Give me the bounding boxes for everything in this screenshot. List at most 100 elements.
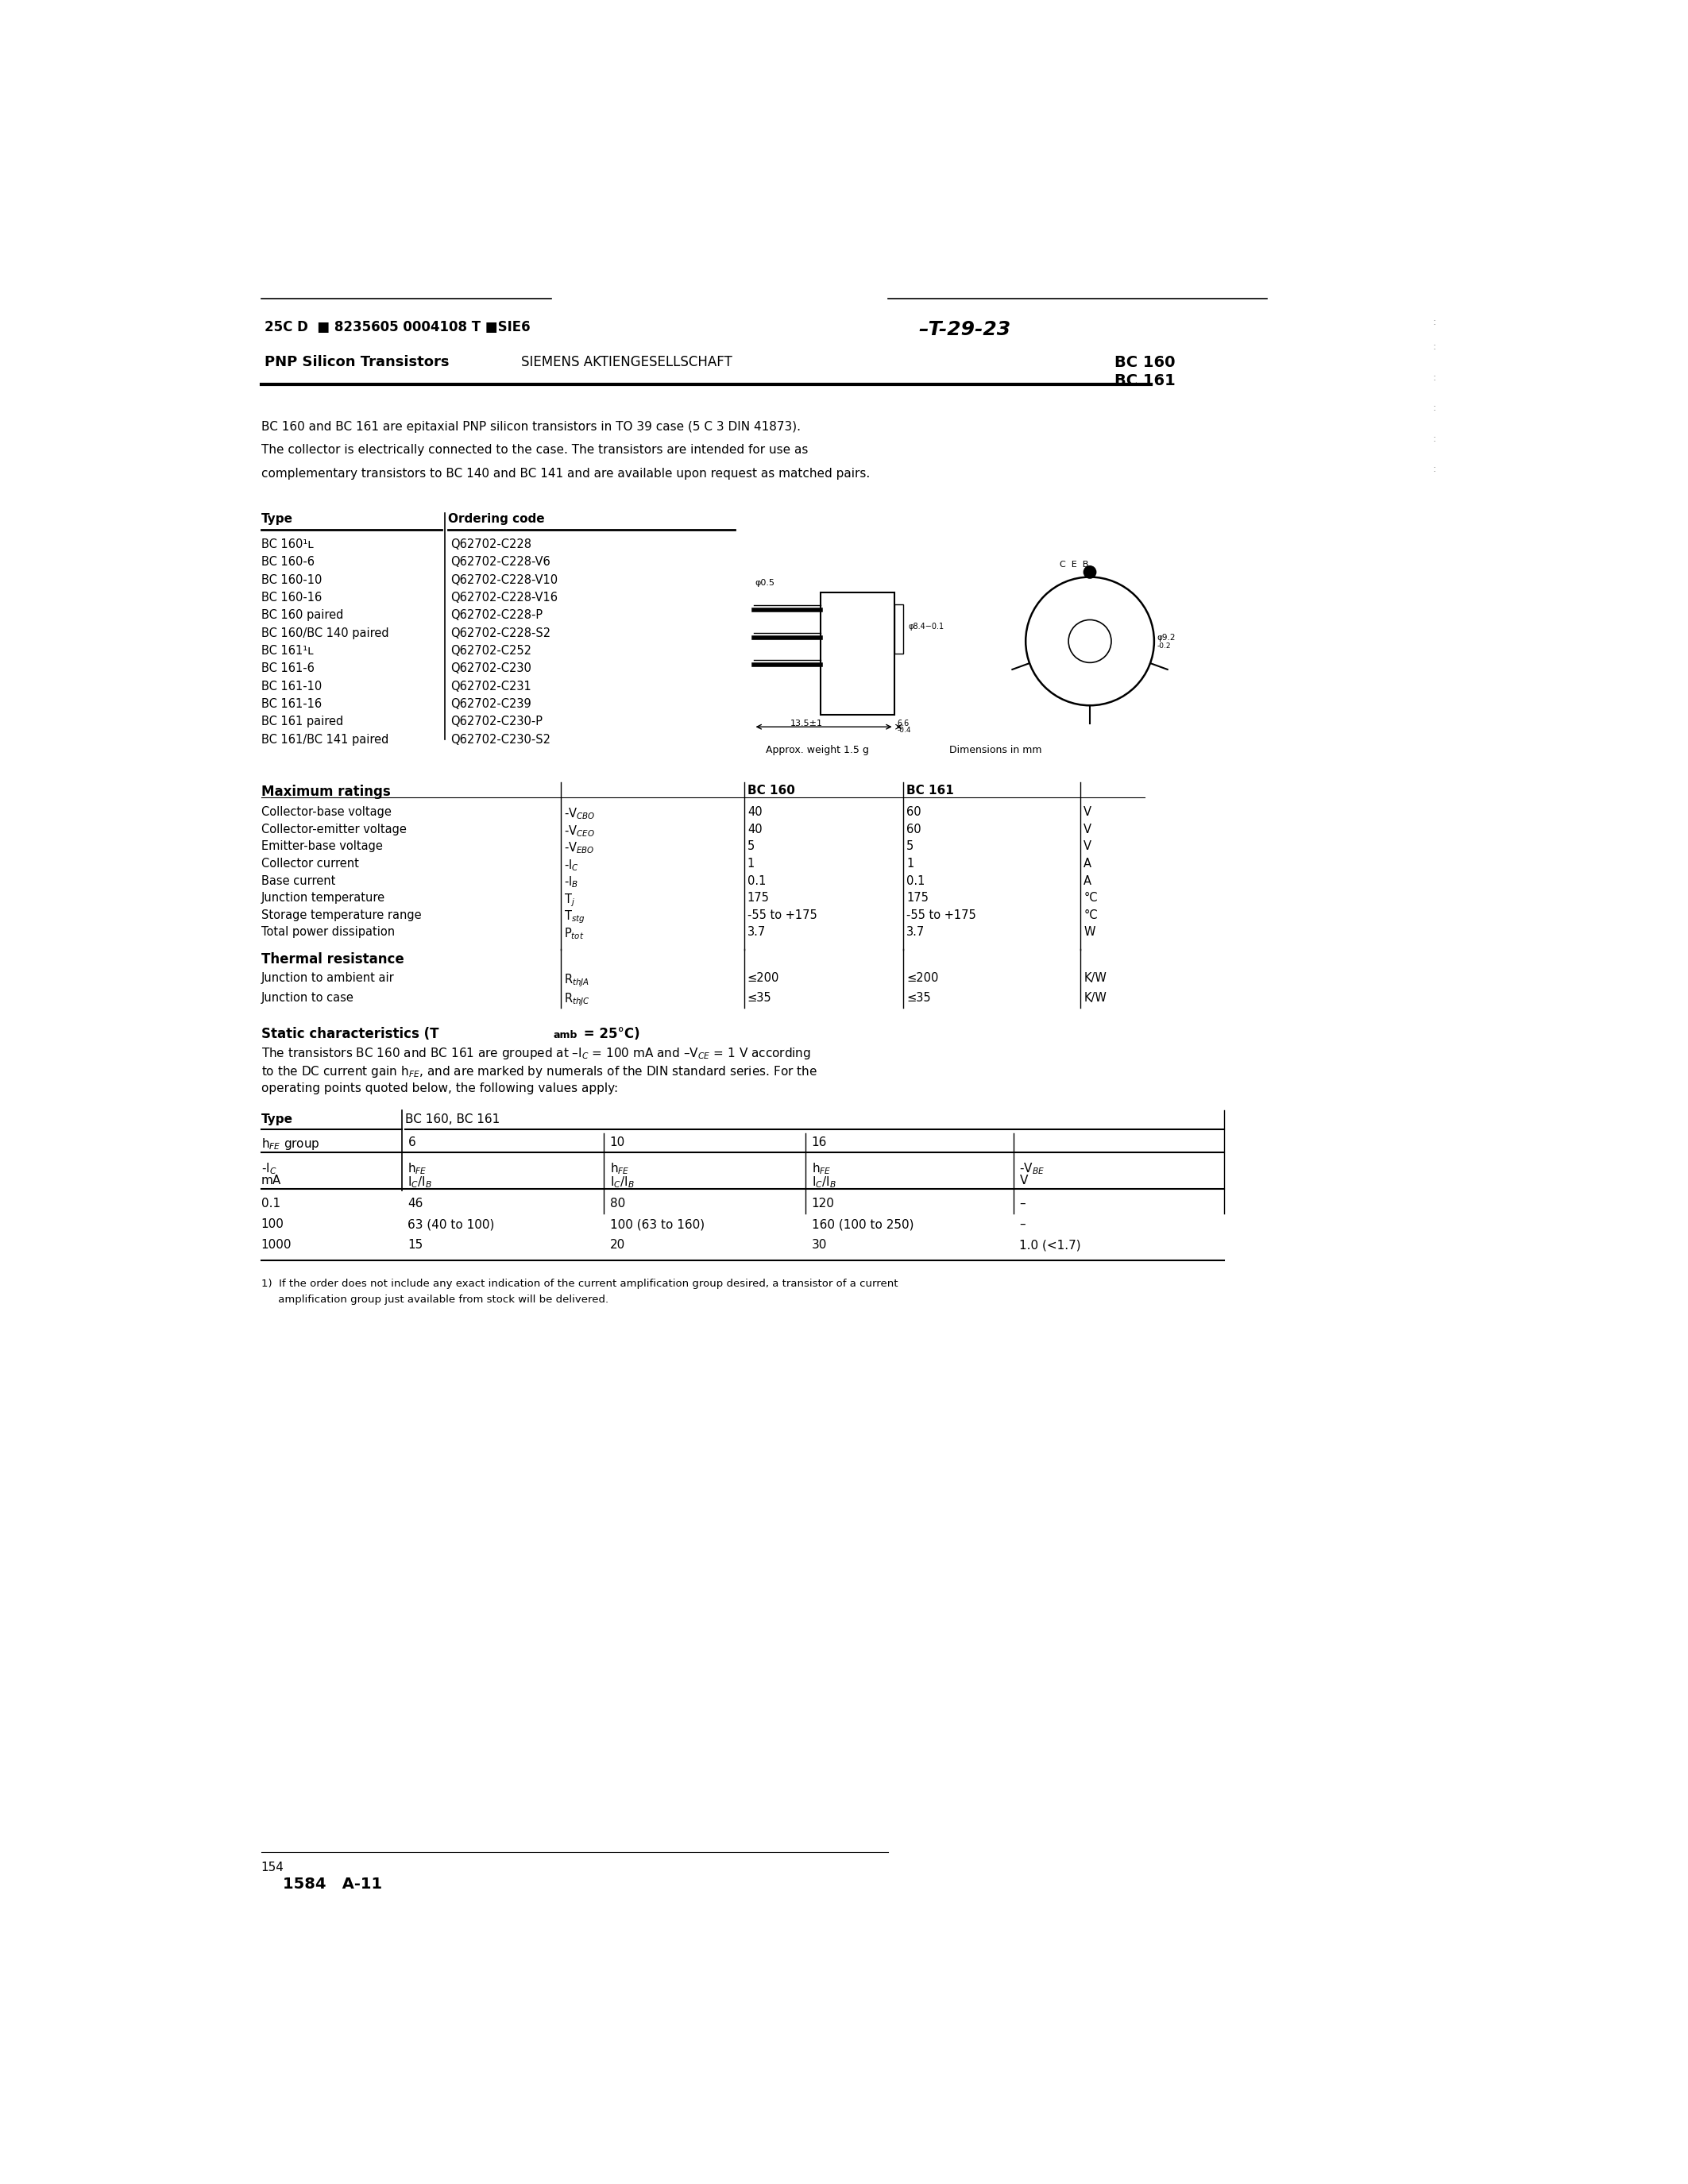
Text: –: – (1020, 1197, 1026, 1210)
Text: BC 161: BC 161 (1114, 373, 1175, 389)
Bar (895, 605, 903, 653)
Text: 154: 154 (262, 1861, 284, 1874)
Text: Thermal resistance: Thermal resistance (262, 952, 403, 968)
Text: BC 160 paired: BC 160 paired (262, 609, 343, 620)
Text: complementary transistors to BC 140 and BC 141 and are available upon request as: complementary transistors to BC 140 and … (262, 467, 869, 480)
Text: h$_{FE}$ group: h$_{FE}$ group (262, 1136, 319, 1151)
Text: :: : (1433, 463, 1436, 474)
Text: :: : (1433, 432, 1436, 443)
Text: BC 161: BC 161 (906, 784, 954, 797)
Text: BC 161¹ʟ: BC 161¹ʟ (262, 644, 314, 657)
Text: 60: 60 (906, 823, 922, 834)
Text: BC 161-6: BC 161-6 (262, 662, 314, 675)
Text: 1: 1 (748, 858, 755, 869)
Text: :: : (1433, 402, 1436, 413)
Text: Q62702-C228: Q62702-C228 (451, 539, 532, 550)
Text: :: : (1433, 317, 1436, 328)
Text: Dimensions in mm: Dimensions in mm (949, 745, 1041, 756)
Text: -I$_C$: -I$_C$ (564, 858, 579, 874)
Text: 40: 40 (748, 823, 763, 834)
Text: h$_{FE}$: h$_{FE}$ (408, 1162, 427, 1175)
Text: 3.7: 3.7 (906, 926, 925, 939)
Text: 60: 60 (906, 806, 922, 819)
Text: BC 161-10: BC 161-10 (262, 681, 322, 692)
Text: BC 161/BC 141 paired: BC 161/BC 141 paired (262, 734, 388, 745)
Text: Approx. weight 1.5 g: Approx. weight 1.5 g (766, 745, 869, 756)
Text: I$_C$/I$_B$: I$_C$/I$_B$ (812, 1175, 836, 1190)
Text: 13.5±1: 13.5±1 (790, 719, 822, 727)
Text: h$_{FE}$: h$_{FE}$ (609, 1162, 630, 1175)
Text: °C: °C (1084, 891, 1097, 904)
Text: PNP Silicon Transistors: PNP Silicon Transistors (263, 356, 449, 369)
Text: I$_C$/I$_B$: I$_C$/I$_B$ (408, 1175, 432, 1190)
Text: -0.2: -0.2 (1158, 642, 1171, 649)
Text: Q62702-C252: Q62702-C252 (451, 644, 532, 657)
Text: BC 160/BC 140 paired: BC 160/BC 140 paired (262, 627, 388, 640)
Text: h$_{FE}$: h$_{FE}$ (812, 1162, 830, 1175)
Text: 3.7: 3.7 (748, 926, 766, 939)
Text: BC 160-16: BC 160-16 (262, 592, 322, 603)
Text: Q62702-C239: Q62702-C239 (451, 699, 532, 710)
Text: ≤200: ≤200 (906, 972, 939, 985)
Text: Q62702-C230: Q62702-C230 (451, 662, 532, 675)
Text: BC 161 paired: BC 161 paired (262, 716, 343, 727)
Text: Q62702-C230-P: Q62702-C230-P (451, 716, 544, 727)
Text: 1.0 (<1.7): 1.0 (<1.7) (1020, 1238, 1082, 1251)
Text: BC 160-6: BC 160-6 (262, 557, 314, 568)
Text: Collector-base voltage: Collector-base voltage (262, 806, 392, 819)
Text: 10: 10 (609, 1136, 625, 1149)
Text: W: W (1084, 926, 1096, 939)
Text: :: : (1433, 371, 1436, 382)
Text: = 25°C): = 25°C) (579, 1026, 640, 1042)
Text: BC 160¹ʟ: BC 160¹ʟ (262, 539, 314, 550)
Text: A: A (1084, 858, 1092, 869)
Bar (820, 592, 895, 714)
Text: BC 161-16: BC 161-16 (262, 699, 321, 710)
Text: C  E  B: C E B (1060, 561, 1089, 568)
Text: 160 (100 to 250): 160 (100 to 250) (812, 1219, 913, 1230)
Text: 1)  If the order does not include any exact indication of the current amplificat: 1) If the order does not include any exa… (262, 1278, 898, 1289)
Text: 30: 30 (812, 1238, 827, 1251)
Text: 0.1: 0.1 (262, 1197, 280, 1210)
Text: Maximum ratings: Maximum ratings (262, 784, 390, 799)
Text: Q62702-C228-P: Q62702-C228-P (451, 609, 544, 620)
Text: Junction temperature: Junction temperature (262, 891, 385, 904)
Text: V: V (1084, 823, 1092, 834)
Text: -V$_{EBO}$: -V$_{EBO}$ (564, 841, 594, 856)
Text: BC 160: BC 160 (748, 784, 795, 797)
Text: -55 to +175: -55 to +175 (748, 909, 817, 922)
Text: The collector is electrically connected to the case. The transistors are intende: The collector is electrically connected … (262, 443, 809, 456)
Text: -0.4: -0.4 (898, 727, 912, 734)
Text: Q62702-C228-S2: Q62702-C228-S2 (451, 627, 550, 640)
Text: Type: Type (262, 1114, 294, 1125)
Text: Storage temperature range: Storage temperature range (262, 909, 422, 922)
Text: 100 (63 to 160): 100 (63 to 160) (609, 1219, 704, 1230)
Text: BC 160-10: BC 160-10 (262, 574, 322, 585)
Text: –T-29-23: –T-29-23 (918, 321, 1011, 339)
Text: ≤35: ≤35 (748, 992, 771, 1002)
Text: T$_j$: T$_j$ (564, 891, 576, 909)
Text: Collector-emitter voltage: Collector-emitter voltage (262, 823, 407, 834)
Text: 175: 175 (906, 891, 928, 904)
Text: Q62702-C228-V10: Q62702-C228-V10 (451, 574, 559, 585)
Text: Q62702-C228-V6: Q62702-C228-V6 (451, 557, 550, 568)
Text: Ordering code: Ordering code (447, 513, 544, 524)
Text: Base current: Base current (262, 876, 336, 887)
Text: ≤35: ≤35 (906, 992, 930, 1002)
Text: φ0.5: φ0.5 (755, 579, 775, 587)
Text: 1000: 1000 (262, 1238, 292, 1251)
Text: BC 160 and BC 161 are epitaxial PNP silicon transistors in TO 39 case (5 C 3 DIN: BC 160 and BC 161 are epitaxial PNP sili… (262, 422, 800, 432)
Text: K/W: K/W (1084, 992, 1107, 1002)
Text: BC 160, BC 161: BC 160, BC 161 (405, 1114, 500, 1125)
Circle shape (1084, 566, 1096, 579)
Text: I$_C$/I$_B$: I$_C$/I$_B$ (609, 1175, 635, 1190)
Text: V: V (1084, 841, 1092, 852)
Text: 0.1: 0.1 (906, 876, 925, 887)
Text: Collector current: Collector current (262, 858, 358, 869)
Text: P$_{tot}$: P$_{tot}$ (564, 926, 584, 941)
Text: R$_{thJC}$: R$_{thJC}$ (564, 992, 591, 1009)
Text: T$_{stg}$: T$_{stg}$ (564, 909, 586, 926)
Text: 120: 120 (812, 1197, 834, 1210)
Text: K/W: K/W (1084, 972, 1107, 985)
Text: 63 (40 to 100): 63 (40 to 100) (408, 1219, 495, 1230)
